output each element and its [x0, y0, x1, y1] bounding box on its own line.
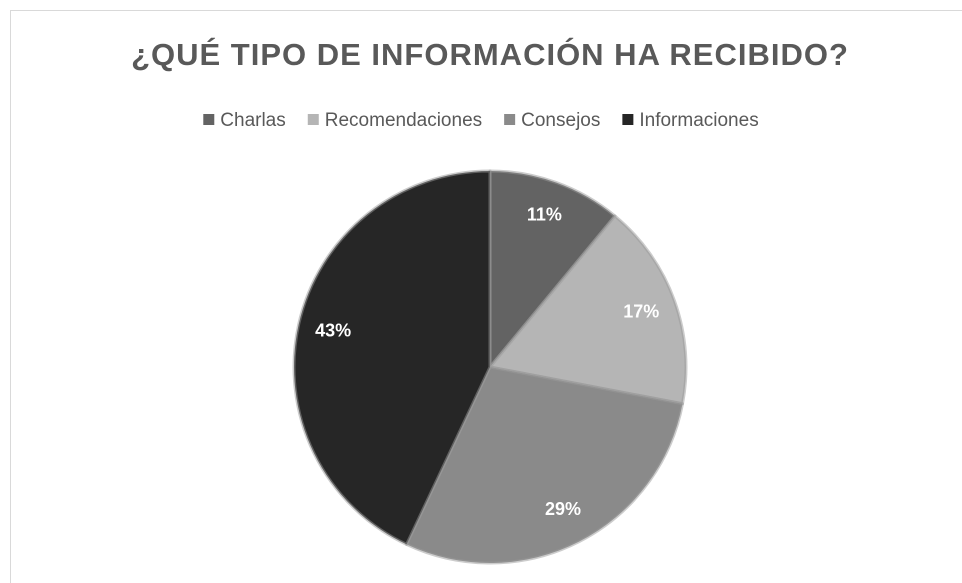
legend-swatch — [504, 114, 516, 125]
pie-slice — [488, 214, 688, 406]
pie-slice — [488, 169, 617, 369]
data-label: 11% — [527, 205, 562, 225]
chart-title: ¿QUÉ TIPO DE INFORMACIÓN HA RECIBIDO? — [131, 36, 849, 72]
legend-swatch — [622, 114, 634, 125]
legend-label: Informaciones — [639, 110, 758, 131]
data-label: 17% — [623, 301, 659, 321]
pie-slice — [405, 365, 685, 565]
legend-label: Charlas — [220, 110, 285, 131]
legend-swatch — [307, 114, 319, 125]
legend-label: Recomendaciones — [325, 110, 482, 131]
legend: Charlas Recomendaciones Consejos Informacio… — [203, 110, 759, 131]
pie-slice — [292, 169, 492, 546]
data-label: 29% — [545, 499, 581, 519]
legend-label: Consejos — [521, 110, 600, 131]
data-label: 43% — [315, 321, 351, 341]
legend-swatch — [203, 114, 215, 125]
